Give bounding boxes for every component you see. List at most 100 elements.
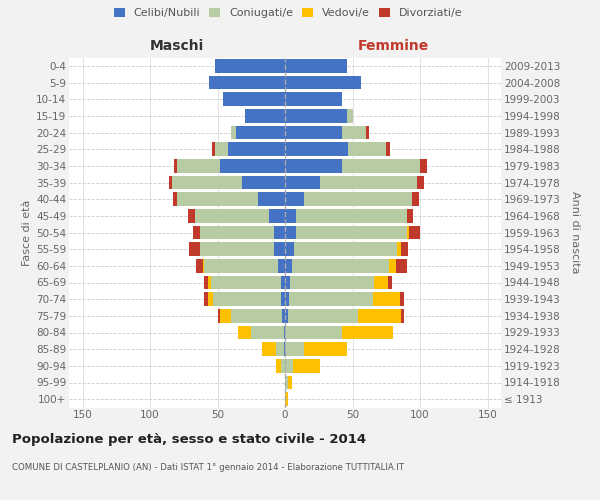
Bar (289, 292, 373, 306)
Bar (285, 76, 361, 90)
Text: Popolazione per età, sesso e stato civile - 2014: Popolazione per età, sesso e stato civil… (12, 432, 366, 446)
Bar (193, 226, 200, 239)
Bar (228, 142, 285, 156)
Bar (281, 276, 285, 289)
Bar (204, 276, 208, 289)
Bar (285, 259, 292, 272)
Bar (269, 209, 285, 222)
Text: COMUNE DI CASTELPLANIO (AN) - Dati ISTAT 1° gennaio 2014 - Elaborazione TUTTITAL: COMUNE DI CASTELPLANIO (AN) - Dati ISTAT… (12, 462, 404, 471)
Bar (285, 192, 304, 206)
Bar (189, 242, 200, 256)
Bar (285, 142, 349, 156)
Bar (386, 142, 391, 156)
Bar (204, 259, 278, 272)
Bar (342, 126, 366, 140)
Bar (209, 76, 285, 90)
Bar (220, 159, 285, 172)
Bar (274, 226, 285, 239)
Bar (285, 176, 320, 190)
Bar (285, 59, 347, 72)
Bar (173, 192, 177, 206)
Bar (342, 326, 393, 340)
Bar (285, 226, 296, 239)
Bar (388, 276, 392, 289)
Bar (285, 209, 296, 222)
Bar (274, 242, 285, 256)
Bar (358, 309, 401, 322)
Bar (275, 342, 284, 356)
Bar (374, 276, 388, 289)
Bar (208, 292, 214, 306)
Bar (285, 292, 289, 306)
Bar (400, 292, 404, 306)
Bar (373, 292, 400, 306)
Bar (236, 126, 285, 140)
Bar (418, 176, 424, 190)
Bar (204, 292, 208, 306)
Bar (275, 359, 281, 372)
Bar (288, 309, 358, 322)
Bar (285, 109, 347, 122)
Bar (296, 226, 407, 239)
Text: Femmine: Femmine (358, 38, 428, 52)
Bar (349, 142, 386, 156)
Bar (292, 259, 389, 272)
Bar (285, 92, 342, 106)
Bar (200, 242, 274, 256)
Bar (285, 376, 288, 390)
Bar (401, 242, 408, 256)
Y-axis label: Anni di nascita: Anni di nascita (570, 191, 580, 274)
Bar (304, 192, 412, 206)
Bar (296, 209, 407, 222)
Bar (285, 126, 342, 140)
Bar (293, 359, 320, 372)
Bar (420, 159, 427, 172)
Legend: Celibi/Nubili, Coniugati/e, Vedovi/e, Divorziati/e: Celibi/Nubili, Coniugati/e, Vedovi/e, Di… (112, 6, 464, 20)
Bar (285, 326, 342, 340)
Text: Maschi: Maschi (150, 38, 204, 52)
Bar (188, 209, 194, 222)
Bar (242, 176, 285, 190)
Bar (285, 359, 293, 372)
Bar (304, 342, 347, 356)
Bar (278, 259, 285, 272)
Bar (223, 92, 285, 106)
Bar (284, 342, 285, 356)
Bar (194, 209, 269, 222)
Bar (397, 242, 401, 256)
Bar (285, 242, 295, 256)
Bar (211, 276, 281, 289)
Bar (220, 309, 231, 322)
Bar (409, 226, 420, 239)
Bar (258, 192, 285, 206)
Bar (251, 326, 284, 340)
Bar (285, 159, 342, 172)
Bar (347, 109, 353, 122)
Bar (407, 209, 413, 222)
Bar (401, 309, 404, 322)
Bar (215, 59, 285, 72)
Bar (231, 126, 236, 140)
Bar (412, 192, 419, 206)
Bar (203, 259, 204, 272)
Bar (238, 326, 251, 340)
Bar (281, 292, 285, 306)
Bar (169, 176, 172, 190)
Bar (245, 109, 285, 122)
Bar (281, 359, 285, 372)
Bar (396, 259, 407, 272)
Bar (295, 242, 397, 256)
Bar (407, 226, 409, 239)
Bar (208, 276, 211, 289)
Bar (342, 159, 420, 172)
Bar (177, 159, 220, 172)
Bar (283, 309, 285, 322)
Bar (285, 276, 290, 289)
Bar (288, 376, 292, 390)
Bar (285, 392, 288, 406)
Bar (231, 309, 283, 322)
Y-axis label: Fasce di età: Fasce di età (22, 200, 32, 266)
Bar (262, 342, 275, 356)
Bar (200, 226, 274, 239)
Bar (212, 142, 215, 156)
